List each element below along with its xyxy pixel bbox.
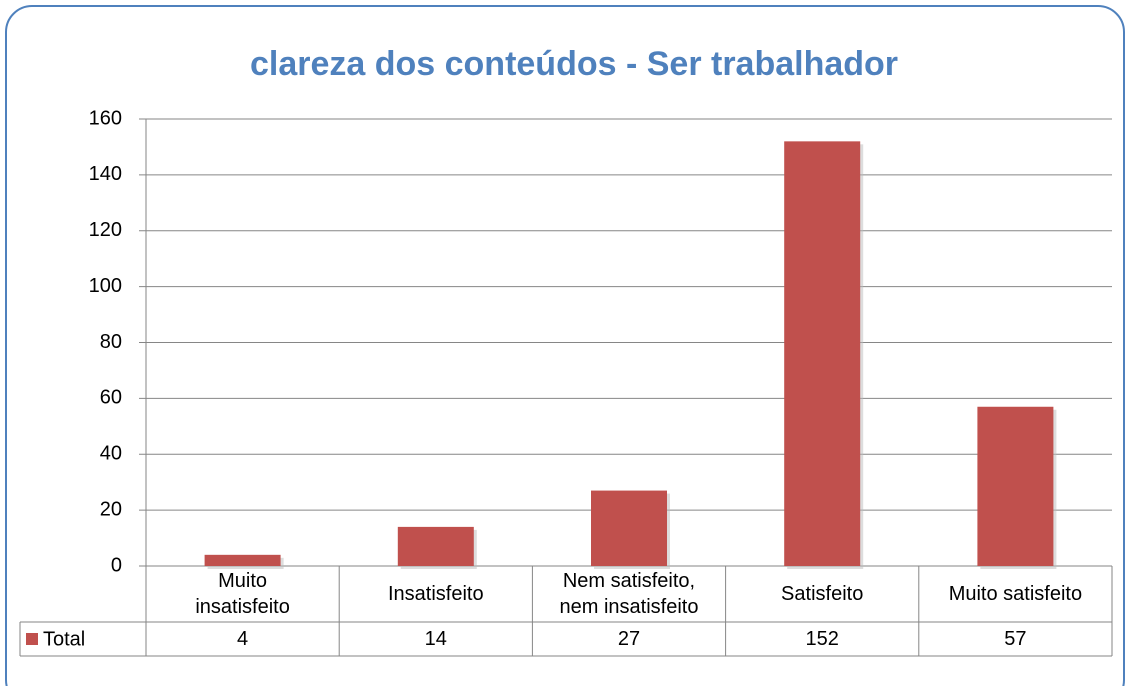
x-tick-label: Insatisfeito bbox=[387, 583, 484, 605]
x-tick-label: Satisfeito bbox=[781, 583, 864, 605]
x-tick-label: Nem satisfeito, nem insatisfeito bbox=[559, 570, 699, 618]
table-value: 152 bbox=[805, 628, 839, 650]
bar bbox=[784, 141, 861, 566]
x-tick-label: Muito satisfeito bbox=[948, 583, 1083, 605]
y-tick-label: 80 bbox=[100, 331, 122, 353]
bar bbox=[977, 406, 1054, 566]
table-value: 57 bbox=[1004, 628, 1027, 650]
bar bbox=[591, 490, 667, 566]
table-value: 14 bbox=[424, 628, 447, 650]
y-tick-label: 160 bbox=[89, 107, 122, 129]
x-tick-label: Muito insatisfeito bbox=[195, 570, 290, 618]
y-tick-label: 120 bbox=[89, 219, 122, 241]
bar bbox=[204, 554, 281, 566]
legend-marker bbox=[26, 633, 38, 645]
chart-title: clareza dos conteúdos - Ser trabalhador bbox=[250, 45, 898, 83]
table-value: 27 bbox=[617, 628, 641, 650]
y-tick-label: 100 bbox=[89, 275, 122, 297]
y-tick-label: 140 bbox=[89, 163, 122, 185]
legend-label: Total bbox=[43, 628, 85, 650]
y-tick-label: 20 bbox=[100, 498, 122, 520]
bar bbox=[397, 526, 474, 566]
y-tick-label: 0 bbox=[111, 554, 122, 576]
y-tick-label: 60 bbox=[100, 387, 122, 409]
table-value: 4 bbox=[237, 628, 249, 650]
y-tick-label: 40 bbox=[100, 443, 122, 465]
